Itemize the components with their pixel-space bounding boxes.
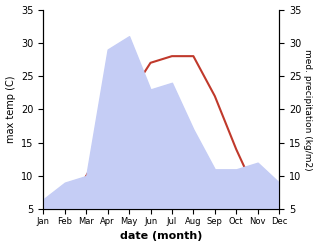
X-axis label: date (month): date (month)	[120, 231, 203, 242]
Y-axis label: max temp (C): max temp (C)	[5, 76, 16, 143]
Y-axis label: med. precipitation (kg/m2): med. precipitation (kg/m2)	[303, 49, 313, 170]
